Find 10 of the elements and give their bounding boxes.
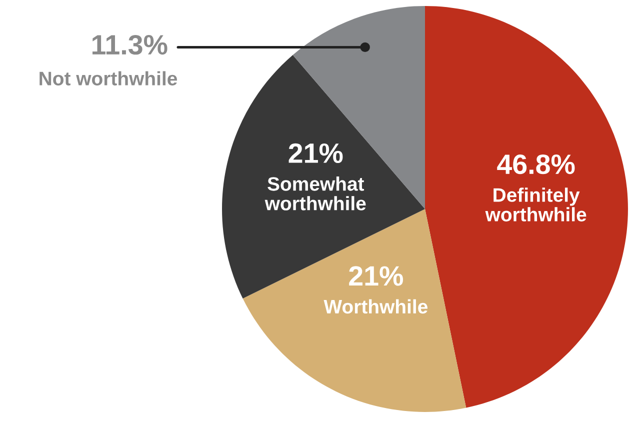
slice-label: Somewhat worthwhile [264, 176, 366, 210]
data-label: 21% [349, 266, 403, 286]
slice-label: Definitely worthwhile [485, 188, 586, 222]
data-label: 11.3% [92, 34, 168, 55]
slice-label: Not worthwhile [40, 71, 178, 86]
pie-slice [222, 54, 425, 299]
pie-slice [242, 209, 466, 412]
slice-label: Worthwhile [324, 299, 428, 314]
data-label: 21% [288, 143, 343, 164]
data-label: 46.8% [497, 154, 575, 174]
